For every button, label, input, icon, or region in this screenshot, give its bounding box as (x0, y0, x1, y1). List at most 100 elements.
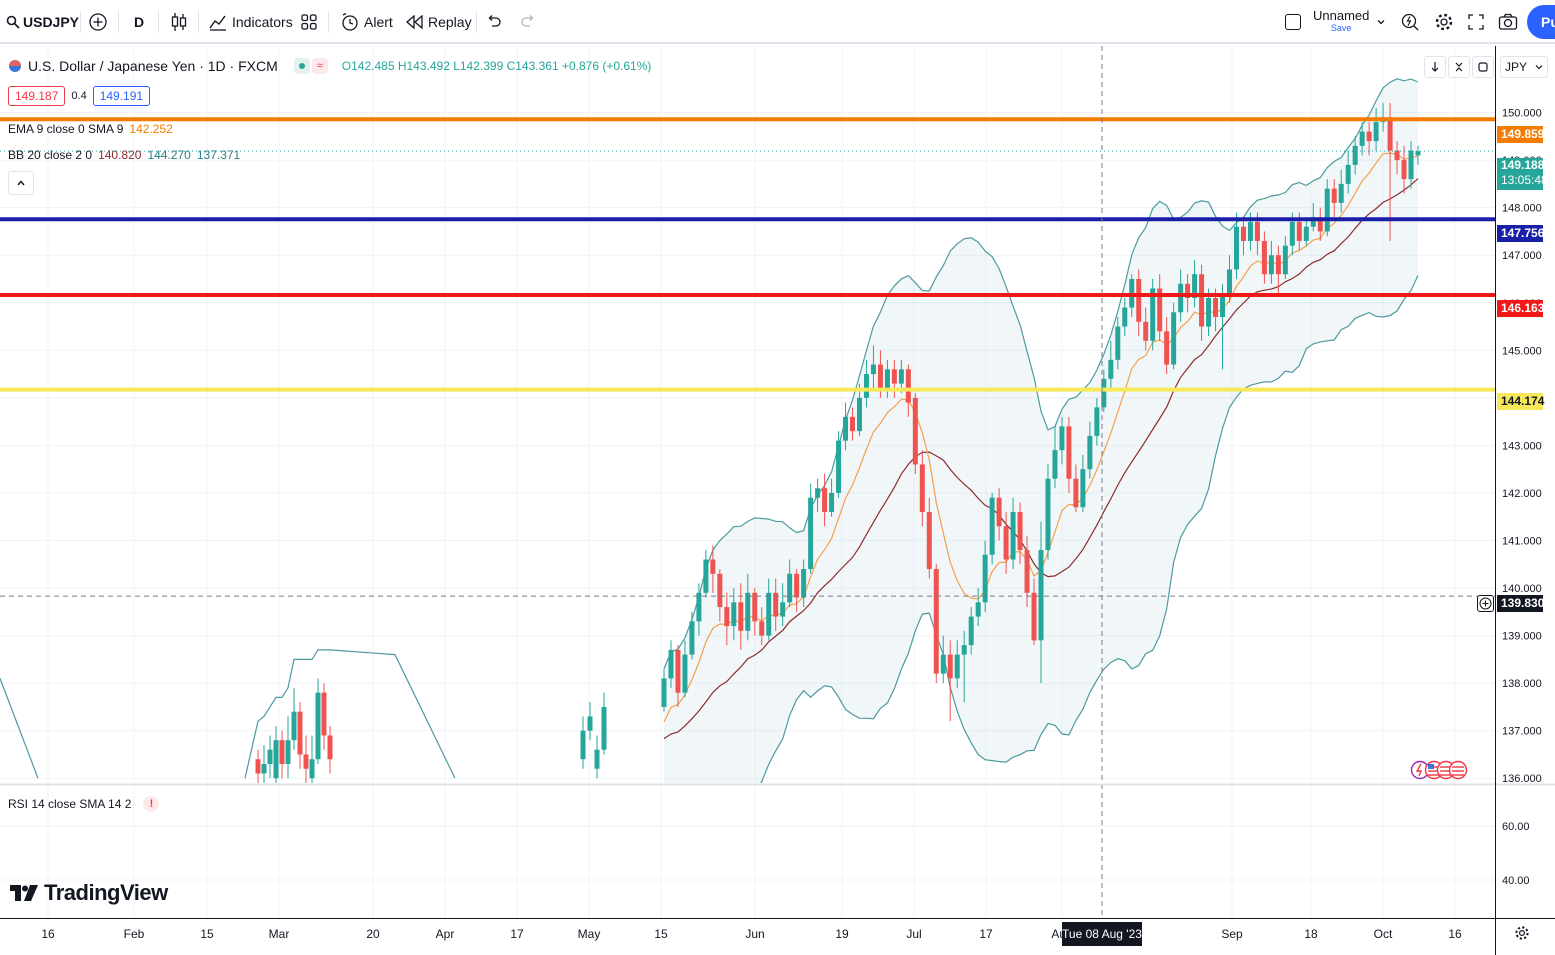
candle-body (926, 511, 932, 570)
candle-body (731, 602, 737, 627)
candle-body (1352, 145, 1358, 165)
candle-body (940, 654, 946, 674)
candle-body (738, 602, 744, 631)
buy-price-button[interactable]: 149.191 (92, 86, 151, 106)
candle-body (675, 649, 681, 693)
candle-body (717, 573, 723, 608)
undo-icon (488, 15, 501, 27)
market-open-icon (293, 58, 310, 74)
maximize-pane-button[interactable] (1472, 56, 1494, 78)
candle-body (1080, 469, 1086, 508)
candle-body (961, 645, 967, 655)
time-axis-label: 15 (654, 927, 668, 941)
candle-body (1310, 217, 1316, 227)
candle-body (255, 759, 261, 774)
rsi-axis-label: 40.00 (1502, 875, 1530, 887)
candle-body (794, 573, 800, 598)
sell-price-button[interactable]: 149.187 (8, 86, 66, 106)
candle-body (1282, 245, 1288, 275)
price-axis-label: 141.000 (1502, 536, 1542, 548)
templates-button[interactable] (300, 0, 318, 44)
redo-button[interactable] (520, 0, 536, 44)
settings-button[interactable] (1434, 0, 1454, 44)
ema-legend[interactable]: EMA 9 close 0 SMA 9 142.252 (8, 122, 173, 136)
candle-body (1401, 160, 1407, 180)
chevron-down-icon (1535, 65, 1543, 70)
candle-body (661, 678, 667, 707)
candle-body (1268, 255, 1274, 275)
undo-button[interactable] (486, 0, 502, 44)
candle-body (975, 602, 981, 617)
time-axis-label: Oct (1374, 927, 1393, 941)
axis-settings-button[interactable] (1514, 925, 1530, 946)
price-axis-label: 139.000 (1502, 631, 1542, 643)
rsi-legend[interactable]: RSI 14 close SMA 14 2 ! (8, 796, 160, 812)
candle-body (1359, 131, 1365, 146)
events-markers[interactable] (1410, 760, 1468, 780)
publish-button[interactable]: Pu (1527, 5, 1555, 39)
candle-body (815, 488, 821, 498)
candle-body (996, 497, 1002, 527)
fullscreen-button[interactable] (1467, 0, 1485, 44)
candle-body (759, 621, 765, 636)
candle-body (1394, 150, 1400, 161)
replay-label: Replay (428, 14, 472, 30)
candle-body (1122, 307, 1128, 327)
candle-body (884, 369, 890, 389)
time-axis-label: Mar (269, 927, 290, 941)
chart-type-button[interactable] (170, 0, 188, 44)
candle-body (279, 740, 285, 764)
bollinger-upper-line-early (244, 649, 456, 779)
candle-body (1338, 183, 1344, 203)
indicators-label: Indicators (232, 14, 293, 30)
layout-button[interactable]: Unnamed Save (1285, 0, 1387, 44)
symbol-search[interactable]: USDJPY (6, 0, 79, 44)
move-pane-down-button[interactable] (1424, 56, 1446, 78)
compare-button[interactable] (88, 0, 108, 44)
candle-body (808, 497, 814, 570)
candle-body (1045, 478, 1051, 551)
candle-body (689, 621, 695, 655)
candle-body (1247, 221, 1253, 241)
chart-canvas[interactable]: 136.000 137.000 138.000 139.000 140.000 141.0… (0, 46, 1555, 955)
collapse-pane-button[interactable] (1448, 56, 1470, 78)
bollinger-fill (664, 78, 1418, 783)
plus-circle-icon (1479, 597, 1492, 610)
search-icon (6, 15, 20, 29)
candle-body (1317, 217, 1323, 232)
candle-body (710, 559, 716, 574)
candle-body (321, 692, 327, 736)
chart-background (0, 46, 1555, 955)
bb-legend[interactable]: BB 20 close 2 0 140.820 144.270 137.371 (8, 148, 240, 162)
alert-button[interactable]: Alert (340, 0, 393, 44)
currency-select[interactable]: JPY (1500, 56, 1548, 78)
tradingview-logo[interactable]: TradingView (10, 880, 168, 906)
market-status: ≈ (293, 58, 328, 74)
candle-body (1387, 117, 1393, 151)
candle-body (703, 559, 709, 593)
tradingview-logo-icon (10, 885, 38, 901)
add-alert-plus-button[interactable] (1477, 595, 1494, 612)
warning-icon[interactable]: ! (143, 796, 160, 812)
candle-body (766, 592, 772, 636)
dividends-event-icon (1410, 760, 1430, 780)
price-axis-label: 147.000 (1502, 250, 1542, 262)
blue-line-price-tag: 147.756 (1497, 225, 1544, 242)
indicators-button[interactable]: Indicators (208, 0, 293, 44)
candle-body (1171, 312, 1177, 365)
collapse-legend-button[interactable] (8, 171, 34, 195)
grid-icon (301, 14, 317, 30)
price-axis-label: 145.000 (1502, 345, 1542, 357)
candle-body (1324, 188, 1330, 232)
ohlc-values: O142.485 H143.492 L142.399 C143.361 +0.8… (341, 59, 652, 73)
interval-button[interactable]: D (134, 14, 145, 30)
crosshair-price-tag: 139.830 (1497, 595, 1544, 612)
fullscreen-icon (1468, 14, 1484, 30)
candle-body (1185, 283, 1191, 299)
quick-search-button[interactable] (1400, 0, 1420, 44)
replay-button[interactable]: Replay (406, 0, 472, 44)
ema-label: EMA 9 close 0 SMA 9 (8, 122, 124, 136)
snapshot-button[interactable] (1498, 0, 1518, 44)
countdown-value: 13:05:48 (1501, 173, 1548, 187)
candle-body (580, 730, 586, 760)
